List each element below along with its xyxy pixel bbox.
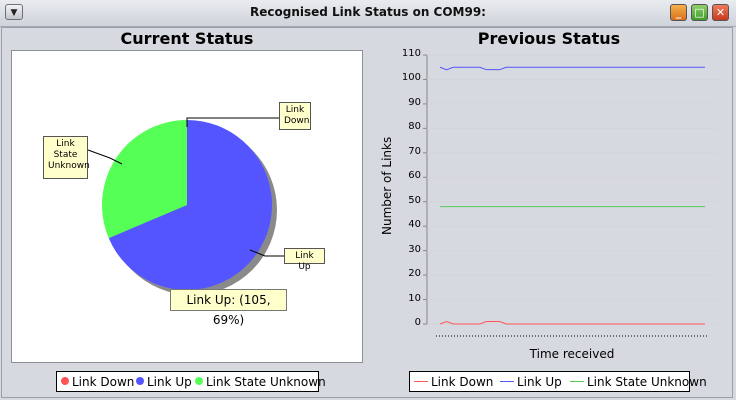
close-icon: ✕ [715, 6, 726, 19]
y-tick-label: 0 [414, 317, 421, 328]
pie-tooltip: Link Up: (105, 69%) [170, 289, 287, 327]
y-tick-label: 10 [408, 292, 421, 304]
legend-marker-link-up [136, 377, 144, 385]
y-tick-label: 110 [401, 48, 421, 59]
callout-line-link-down [186, 117, 279, 127]
minimize-icon: _ [675, 6, 682, 19]
legend-label-link-state-unknown: Link State Unknown [587, 375, 707, 389]
pie-chart-title: Current Status [120, 29, 254, 48]
callout-line-link-state-unknown [87, 149, 123, 165]
line-legend: Link Down Link Up Link State Unknown [409, 371, 707, 392]
legend-label-link-up: Link Up [517, 375, 562, 389]
y-axis-title: Number of Links [380, 136, 394, 235]
y-tick-label: 60 [408, 170, 421, 182]
series-line-link-up [439, 66, 705, 71]
y-tick-label: 80 [408, 121, 421, 133]
pie-legend: Link Down Link Up Link State Unknown [56, 371, 326, 392]
legend-label-link-up: Link Up [147, 375, 192, 389]
legend-marker-link-state-unknown [195, 377, 203, 385]
legend-line-link-state-unknown [570, 381, 584, 382]
maximize-icon: □ [694, 6, 705, 19]
down-triangle-icon: ▼ [10, 8, 18, 18]
maximize-button[interactable]: □ [691, 4, 708, 21]
y-tick-label: 20 [408, 268, 421, 280]
window-frame [1, 27, 733, 398]
y-tick-label: 50 [408, 194, 421, 206]
legend-line-link-down [414, 381, 428, 382]
line-chart-title: Previous Status [477, 29, 621, 48]
legend-marker-link-down [61, 377, 69, 385]
series-line-link-down [439, 321, 705, 325]
y-tick-label: 40 [408, 219, 421, 231]
y-tick-label: 90 [408, 96, 421, 108]
pie-callout-link-state-unknown: Link State Unknown [43, 136, 90, 179]
legend-line-link-up [500, 381, 514, 382]
x-axis-title: Time received [529, 347, 615, 361]
minimize-button[interactable]: _ [670, 4, 687, 21]
y-tick-label: 100 [401, 72, 421, 84]
close-button[interactable]: ✕ [712, 4, 729, 21]
callout-line-link-up [249, 249, 284, 257]
window-menu-button[interactable]: ▼ [5, 4, 23, 20]
legend-label-link-state-unknown: Link State Unknown [206, 375, 326, 389]
window-titlebar[interactable]: ▼ Recognised Link Status on COM99: _ □ ✕ [0, 0, 736, 27]
pie-slice-link-state-unknown [102, 120, 187, 239]
y-tick-label: 70 [408, 145, 421, 157]
legend-label-link-down: Link Down [72, 375, 135, 389]
pie-callout-link-up: Link Up [284, 248, 325, 272]
y-tick-label: 30 [408, 243, 421, 255]
legend-label-link-down: Link Down [431, 375, 494, 389]
pie-slice-link-up [108, 120, 273, 291]
pie-callout-link-down: Link Down [279, 102, 311, 130]
window-title: Recognised Link Status on COM99: [250, 5, 486, 19]
